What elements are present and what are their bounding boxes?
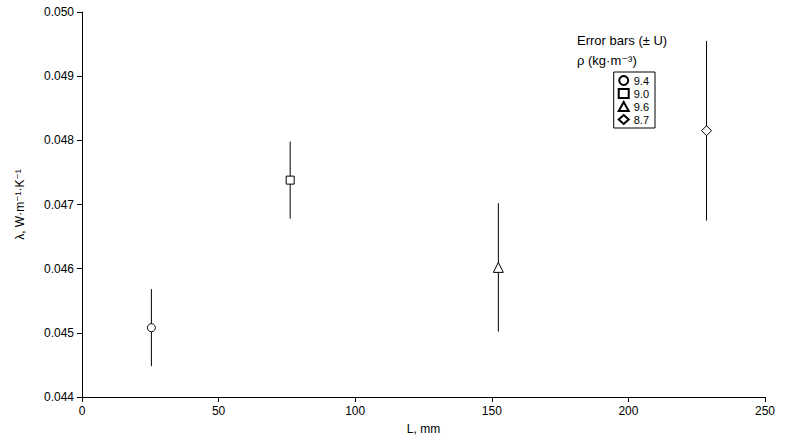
svg-text:Error bars (± U): Error bars (± U) <box>577 33 667 48</box>
svg-text:L, mm: L, mm <box>407 422 440 436</box>
svg-text:0.046: 0.046 <box>44 262 74 276</box>
svg-text:ρ (kg·m⁻³): ρ (kg·m⁻³) <box>577 53 637 68</box>
svg-text:0: 0 <box>79 404 86 418</box>
svg-text:λ, W·m⁻¹·K⁻¹: λ, W·m⁻¹·K⁻¹ <box>13 169 27 240</box>
svg-text:8.7: 8.7 <box>634 114 649 126</box>
svg-text:0.050: 0.050 <box>44 5 74 19</box>
svg-text:0.047: 0.047 <box>44 198 74 212</box>
svg-text:200: 200 <box>618 404 638 418</box>
svg-text:0.045: 0.045 <box>44 326 74 340</box>
svg-text:9.6: 9.6 <box>634 101 649 113</box>
svg-text:9.4: 9.4 <box>634 75 649 87</box>
svg-text:250: 250 <box>755 404 775 418</box>
svg-text:150: 150 <box>482 404 502 418</box>
svg-text:9.0: 9.0 <box>634 88 649 100</box>
svg-text:50: 50 <box>212 404 226 418</box>
svg-text:0.049: 0.049 <box>44 69 74 83</box>
svg-text:0.044: 0.044 <box>44 390 74 404</box>
svg-text:100: 100 <box>345 404 365 418</box>
svg-text:0.048: 0.048 <box>44 133 74 147</box>
